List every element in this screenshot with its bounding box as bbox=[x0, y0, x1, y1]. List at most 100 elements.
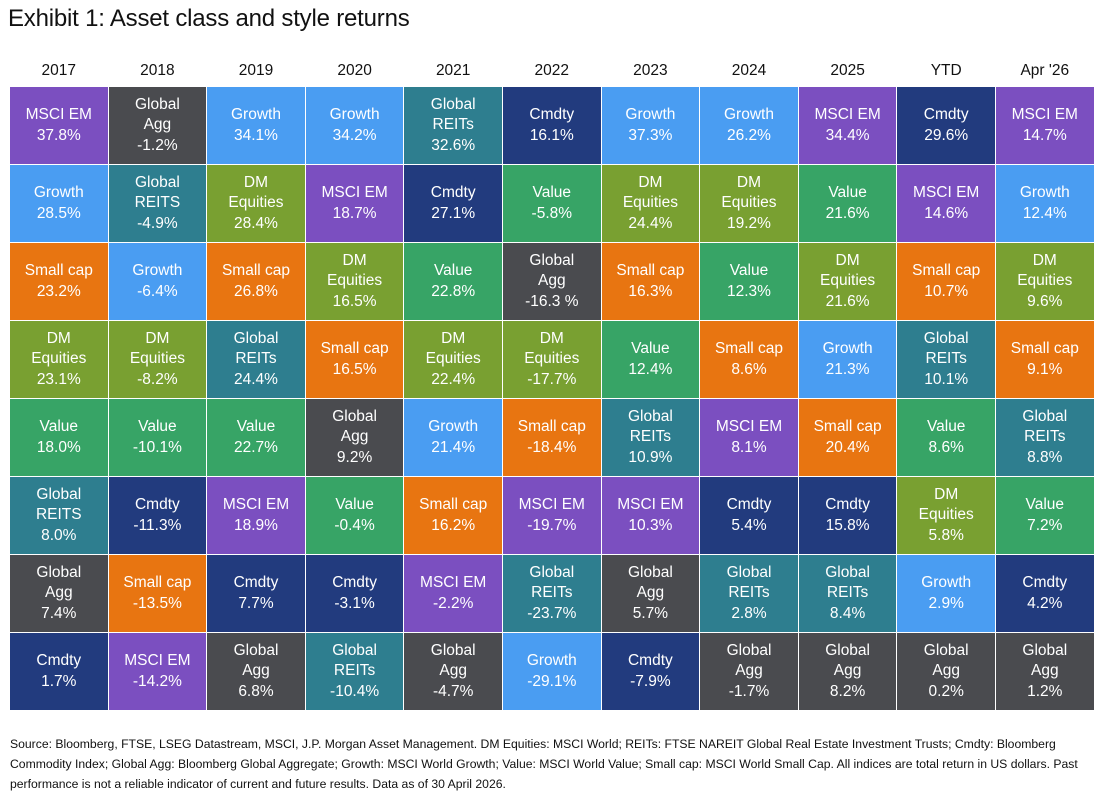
return-cell: Global REITs 8.8% bbox=[996, 399, 1094, 476]
return-value: 26.8% bbox=[234, 282, 278, 300]
return-value: 29.6% bbox=[924, 126, 969, 144]
asset-label: Global bbox=[529, 563, 575, 581]
asset-label: Equities bbox=[31, 350, 87, 368]
return-value: 1.2% bbox=[1027, 682, 1063, 700]
return-value: 21.4% bbox=[431, 438, 476, 456]
asset-label: REITs bbox=[925, 350, 967, 368]
asset-label: Global bbox=[1022, 407, 1068, 425]
asset-label: Global bbox=[627, 563, 673, 581]
asset-label: Equities bbox=[228, 194, 284, 212]
return-value: -10.1% bbox=[132, 438, 182, 456]
return-value: 16.5% bbox=[332, 360, 377, 378]
return-value: 27.1% bbox=[431, 204, 476, 222]
return-value: 8.6% bbox=[928, 438, 964, 456]
asset-label: Equities bbox=[918, 506, 974, 524]
return-cell: Small cap 16.2% bbox=[404, 477, 502, 554]
asset-label: DM bbox=[736, 173, 762, 191]
return-value: 2.8% bbox=[731, 604, 767, 622]
return-value: 2.9% bbox=[928, 594, 964, 612]
asset-label: REITS bbox=[134, 194, 181, 212]
asset-label: Small cap bbox=[419, 496, 488, 513]
return-value: -23.7% bbox=[527, 604, 577, 622]
return-value: 21.6% bbox=[825, 204, 870, 222]
return-value: 24.4% bbox=[628, 214, 673, 232]
return-value: 7.2% bbox=[1027, 516, 1063, 534]
return-cell: Global Agg 7.4% bbox=[10, 555, 108, 632]
asset-label: Equities bbox=[129, 350, 185, 368]
return-value: 14.6% bbox=[924, 204, 969, 222]
asset-label: Agg bbox=[932, 662, 960, 680]
asset-label: Global bbox=[332, 407, 377, 425]
return-cell: Growth 21.3% bbox=[798, 321, 897, 398]
return-value: 19.2% bbox=[727, 214, 771, 232]
return-cell: Value 22.8% bbox=[404, 243, 502, 320]
asset-label: Global bbox=[430, 95, 476, 113]
asset-label: Value bbox=[433, 262, 473, 279]
return-cell: Global Agg -1.7% bbox=[700, 633, 798, 710]
return-cell: DM Equities 5.8% bbox=[897, 477, 995, 554]
asset-label: DM bbox=[934, 485, 959, 503]
return-cell: Value -10.1% bbox=[108, 399, 207, 476]
asset-label: Cmdty bbox=[430, 184, 476, 201]
column-header-4: 2021 bbox=[435, 62, 471, 79]
asset-label: Global bbox=[825, 641, 870, 659]
asset-label: Global bbox=[825, 563, 870, 581]
return-cell: Cmdty 7.7% bbox=[207, 555, 305, 632]
column-header-5: 2022 bbox=[534, 62, 570, 79]
return-cell: Small cap 16.3% bbox=[601, 243, 700, 320]
asset-label: DM bbox=[539, 329, 564, 347]
return-cell: Value -0.4% bbox=[305, 477, 404, 554]
asset-label: DM bbox=[46, 329, 71, 347]
asset-label: Small cap bbox=[517, 418, 586, 435]
return-cell: Value 21.6% bbox=[798, 165, 897, 242]
return-cell: Global REITs 10.9% bbox=[601, 399, 700, 476]
asset-label: Global bbox=[726, 641, 772, 659]
asset-label: Global bbox=[134, 95, 180, 113]
asset-label: Global bbox=[233, 329, 279, 347]
return-value: 9.2% bbox=[336, 448, 373, 466]
column-header-1: 2018 bbox=[140, 62, 175, 79]
asset-label: REITs bbox=[235, 350, 277, 368]
return-cell: DM Equities 16.5% bbox=[305, 243, 404, 320]
return-cell: MSCI EM 10.3% bbox=[601, 477, 700, 554]
return-cell: Global REITS 8.0% bbox=[10, 477, 108, 554]
return-value: -18.4% bbox=[527, 438, 577, 456]
return-cell: MSCI EM -2.2% bbox=[404, 555, 502, 632]
return-cell: Small cap 23.2% bbox=[10, 243, 108, 320]
return-cell: Cmdty 27.1% bbox=[404, 165, 502, 242]
asset-label: Small cap bbox=[616, 262, 685, 279]
asset-label: Global bbox=[36, 485, 82, 503]
asset-label: Equities bbox=[327, 272, 383, 290]
column-header-row: 2017 2018 2019 2020 2021 2022 2023 2024 2025 YTD A… bbox=[10, 56, 1094, 86]
asset-label: MSCI EM bbox=[124, 652, 191, 669]
return-cell: Cmdty 5.4% bbox=[700, 477, 798, 554]
asset-label: MSCI EM bbox=[25, 106, 92, 123]
return-cell: Global REITs 2.8% bbox=[700, 555, 798, 632]
return-value: 18.0% bbox=[36, 438, 81, 456]
asset-label: Growth bbox=[724, 106, 774, 123]
asset-label: DM bbox=[835, 251, 860, 269]
asset-label: Global bbox=[430, 641, 476, 659]
column-header-0: 2017 bbox=[41, 62, 77, 79]
return-cell: DM Equities 9.6% bbox=[996, 243, 1094, 320]
source-footnote: Source: Bloomberg, FTSE, LSEG Datastream… bbox=[10, 737, 1078, 791]
return-value: 15.8% bbox=[825, 516, 870, 534]
return-cell: Small cap 8.6% bbox=[700, 321, 798, 398]
return-value: 9.6% bbox=[1027, 292, 1063, 310]
return-value: 28.4% bbox=[234, 214, 278, 232]
asset-label: Value bbox=[1025, 496, 1065, 513]
return-cell: Value 8.6% bbox=[897, 399, 995, 476]
return-value: 10.7% bbox=[924, 282, 969, 300]
asset-label: MSCI EM bbox=[1011, 106, 1078, 123]
return-cell: MSCI EM 37.8% bbox=[10, 87, 108, 164]
asset-label: Global bbox=[529, 251, 575, 269]
return-cell: MSCI EM -14.2% bbox=[108, 633, 207, 710]
asset-label: Global bbox=[332, 641, 377, 659]
return-value: 18.9% bbox=[234, 516, 278, 534]
asset-label: MSCI EM bbox=[321, 184, 388, 201]
return-cell: MSCI EM 14.6% bbox=[897, 165, 995, 242]
asset-label: Cmdty bbox=[529, 106, 575, 123]
asset-label: MSCI EM bbox=[814, 106, 881, 123]
return-cell: Growth 34.2% bbox=[305, 87, 404, 164]
return-cell: Global Agg 9.2% bbox=[305, 399, 404, 476]
